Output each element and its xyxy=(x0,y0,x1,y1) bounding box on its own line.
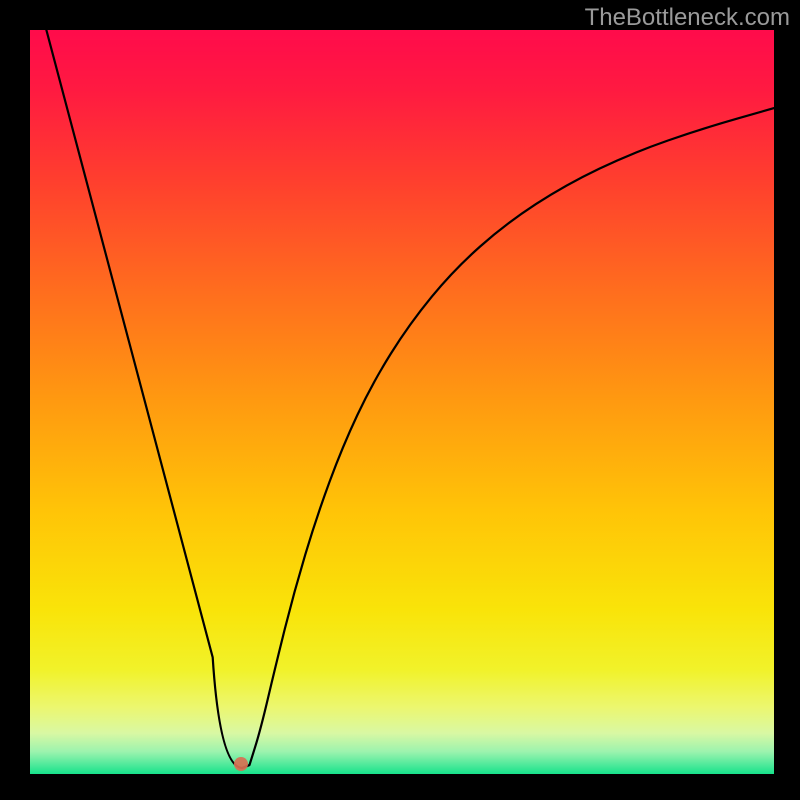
attribution-text: TheBottleneck.com xyxy=(585,4,790,32)
optimum-marker xyxy=(234,757,248,771)
bottleneck-curve xyxy=(30,30,774,774)
chart-root: TheBottleneck.com xyxy=(0,0,800,800)
plot-area xyxy=(30,30,774,774)
